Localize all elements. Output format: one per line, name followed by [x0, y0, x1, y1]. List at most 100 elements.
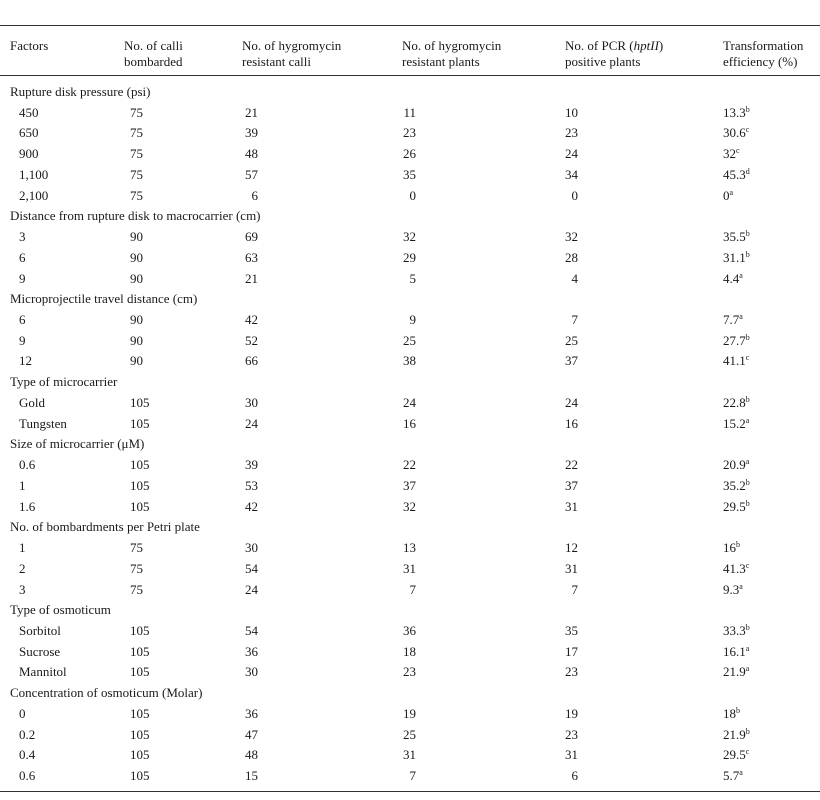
resistant-plants: 18	[403, 644, 416, 659]
resistant-plants: 13	[403, 540, 416, 555]
section-title: Concentration of osmoticum (Molar)	[10, 685, 203, 700]
transformation-efficiency: 18b	[723, 706, 740, 722]
factor-level: 0.4	[19, 747, 36, 762]
pcr-positive-plants: 35	[565, 623, 578, 638]
resistant-plants: 23	[403, 664, 416, 679]
factor-level: 650	[19, 125, 39, 140]
factor-level: 0.6	[19, 457, 36, 472]
resistant-plants: 23	[403, 125, 416, 140]
resistant-plants: 31	[403, 561, 416, 576]
header-calli-line2: bombarded	[124, 54, 183, 69]
pcr-positive-plants: 24	[565, 395, 578, 410]
calli-bombarded: 105	[130, 623, 150, 638]
header-resistant-plants-line2: resistant plants	[402, 54, 480, 69]
efficiency-value: 16.1	[723, 644, 746, 659]
calli-bombarded: 90	[130, 353, 143, 368]
calli-bombarded: 105	[130, 457, 150, 472]
resistant-plants: 5	[409, 271, 417, 286]
calli-bombarded: 105	[130, 395, 150, 410]
significance-letter: b	[745, 499, 750, 508]
resistant-plants: 0	[409, 188, 417, 203]
resistant-plants: 35	[403, 167, 416, 182]
pcr-positive-plants: 16	[565, 416, 578, 431]
transformation-efficiency: 15.2a	[723, 416, 749, 432]
pcr-positive-plants: 17	[565, 644, 578, 659]
transformation-efficiency: 21.9b	[723, 727, 750, 743]
resistant-calli: 66	[245, 353, 258, 368]
resistant-calli: 48	[245, 146, 258, 161]
significance-letter: b	[745, 250, 750, 259]
efficiency-value: 21.9	[723, 664, 746, 679]
pcr-positive-plants: 10	[565, 105, 578, 120]
calli-bombarded: 90	[130, 250, 143, 265]
pcr-positive-plants: 32	[565, 229, 578, 244]
pcr-positive-plants: 0	[571, 188, 579, 203]
significance-letter: a	[745, 644, 750, 653]
factor-level: 450	[19, 105, 39, 120]
pcr-positive-plants: 19	[565, 706, 578, 721]
resistant-calli: 39	[245, 457, 258, 472]
calli-bombarded: 90	[130, 333, 143, 348]
efficiency-value: 9.3	[723, 582, 740, 597]
factor-level: 2	[19, 561, 26, 576]
transformation-efficiency: 33.3b	[723, 623, 750, 639]
factor-level: 3	[19, 582, 26, 597]
calli-bombarded: 75	[130, 146, 143, 161]
resistant-calli: 39	[245, 125, 258, 140]
resistant-plants: 24	[403, 395, 416, 410]
efficiency-value: 41.3	[723, 561, 746, 576]
factor-level: 2,100	[19, 188, 49, 203]
header-pcr-suffix: )	[658, 38, 664, 53]
transformation-efficiency: 22.8b	[723, 395, 750, 411]
pcr-positive-plants: 23	[565, 664, 578, 679]
efficiency-value: 32	[723, 146, 736, 161]
section-title: Rupture disk pressure (psi)	[10, 84, 151, 99]
factor-level: Sorbitol	[19, 623, 61, 638]
header-resistant-calli-line1: No. of hygromycin	[242, 38, 342, 53]
header-calli-line1: No. of calli	[124, 38, 183, 53]
resistant-calli: 36	[245, 644, 258, 659]
efficiency-value: 20.9	[723, 457, 746, 472]
calli-bombarded: 75	[130, 125, 143, 140]
header-factors: Factors	[10, 38, 49, 53]
resistant-calli: 6	[251, 188, 259, 203]
factor-level: Tungsten	[19, 416, 67, 431]
resistant-plants: 29	[403, 250, 416, 265]
factor-level: 1.6	[19, 499, 36, 514]
calli-bombarded: 75	[130, 582, 143, 597]
efficiency-value: 7.7	[723, 312, 740, 327]
calli-bombarded: 105	[130, 706, 150, 721]
factor-level: 9	[19, 271, 26, 286]
pcr-positive-plants: 23	[565, 727, 578, 742]
pcr-positive-plants: 37	[565, 353, 578, 368]
resistant-calli: 30	[245, 395, 258, 410]
resistant-calli: 52	[245, 333, 258, 348]
significance-letter: c	[745, 353, 750, 362]
efficiency-value: 29.5	[723, 499, 746, 514]
factor-level: 0.6	[19, 768, 36, 783]
factor-level: 0	[19, 706, 26, 721]
resistant-plants: 36	[403, 623, 416, 638]
factor-level: 6	[19, 312, 26, 327]
header-efficiency-line2: efficiency (%)	[723, 54, 798, 69]
section-title: Distance from rupture disk to macrocarri…	[10, 208, 261, 223]
calli-bombarded: 105	[130, 644, 150, 659]
header-resistant-plants-line1: No. of hygromycin	[402, 38, 502, 53]
pcr-positive-plants: 31	[565, 747, 578, 762]
resistant-plants: 7	[409, 582, 417, 597]
transformation-efficiency: 0a	[723, 188, 733, 204]
calli-bombarded: 90	[130, 229, 143, 244]
significance-letter: b	[745, 333, 750, 342]
transformation-efficiency: 32c	[723, 146, 740, 162]
section-title: Microprojectile travel distance (cm)	[10, 291, 198, 306]
calli-bombarded: 90	[130, 271, 143, 286]
calli-bombarded: 105	[130, 747, 150, 762]
efficiency-value: 45.3	[723, 167, 746, 182]
transformation-efficiency: 20.9a	[723, 457, 749, 473]
transformation-efficiency: 29.5b	[723, 499, 750, 515]
resistant-calli: 53	[245, 478, 258, 493]
efficiency-value: 22.8	[723, 395, 746, 410]
resistant-plants: 19	[403, 706, 416, 721]
section-title: Type of osmoticum	[10, 602, 111, 617]
